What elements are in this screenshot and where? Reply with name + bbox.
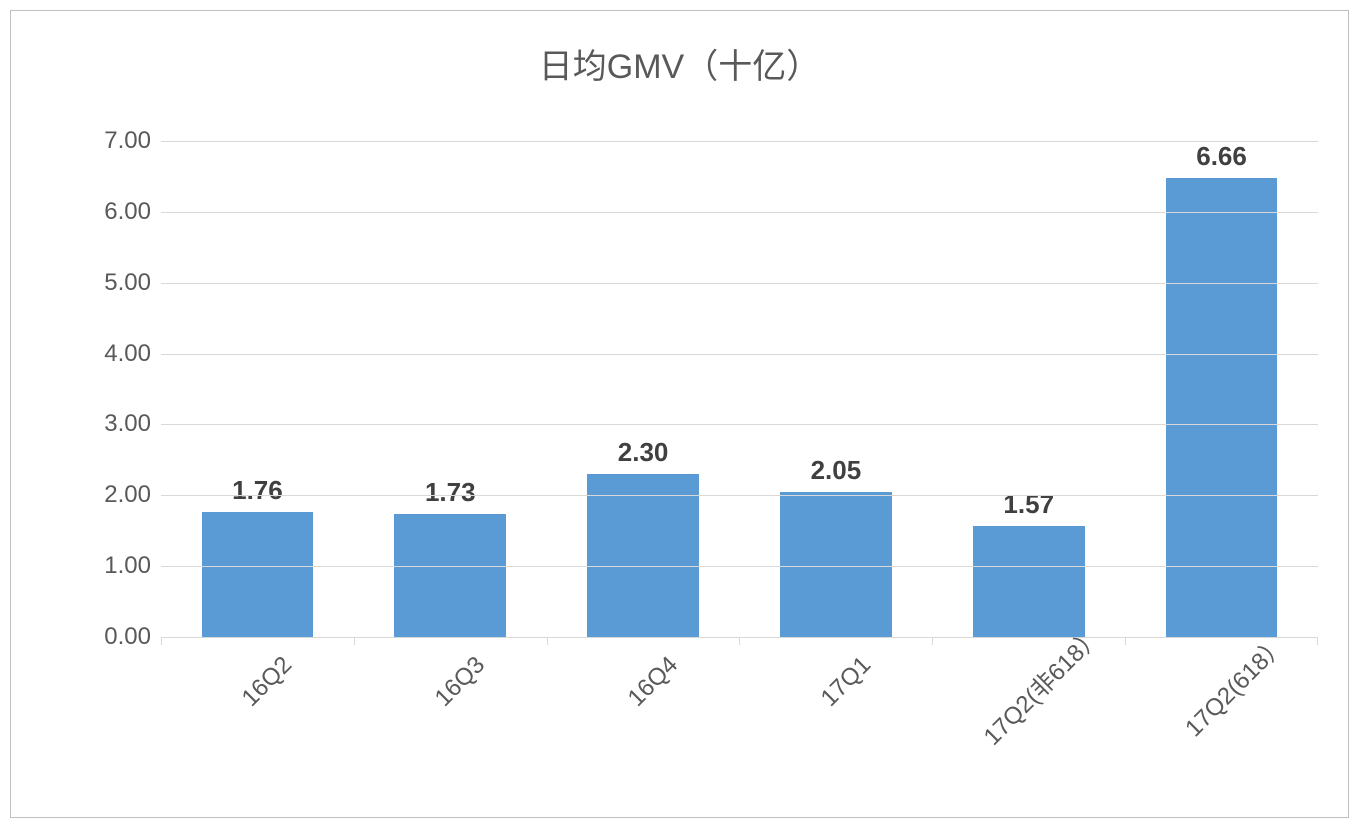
x-axis-label: 17Q1 bbox=[815, 651, 876, 712]
x-axis-label: 16Q2 bbox=[237, 651, 298, 712]
y-axis-label: 6.00 bbox=[104, 198, 151, 226]
bar-value-label: 6.66 bbox=[1196, 141, 1247, 172]
x-label-slot: 16Q4 bbox=[547, 637, 740, 807]
plot-area: 1.761.732.302.051.576.66 0.001.002.003.0… bbox=[71, 141, 1318, 637]
bar-slot: 1.57 bbox=[932, 141, 1125, 637]
gridline bbox=[161, 141, 1318, 142]
gridline bbox=[161, 566, 1318, 567]
y-axis-label: 0.00 bbox=[104, 623, 151, 651]
bar bbox=[394, 514, 506, 637]
y-axis-label: 7.00 bbox=[104, 127, 151, 155]
bar-slot: 6.66 bbox=[1125, 141, 1318, 637]
bar-value-label: 1.57 bbox=[1003, 489, 1054, 520]
bar bbox=[587, 474, 699, 637]
bar-value-label: 2.05 bbox=[811, 455, 862, 486]
plot-wrapper: 1.761.732.302.051.576.66 0.001.002.003.0… bbox=[71, 141, 1318, 637]
x-axis-label: 17Q2(618） bbox=[1175, 626, 1292, 743]
x-axis-label: 16Q3 bbox=[429, 651, 490, 712]
x-label-slot: 16Q3 bbox=[354, 637, 547, 807]
x-label-slot: 17Q2(非618） bbox=[932, 637, 1125, 807]
gridline bbox=[161, 424, 1318, 425]
gridline bbox=[161, 212, 1318, 213]
bar-value-label: 1.73 bbox=[425, 477, 476, 508]
bar-value-label: 2.30 bbox=[618, 437, 669, 468]
x-axis-label: 16Q4 bbox=[622, 651, 683, 712]
x-label-slot: 17Q2(618） bbox=[1125, 637, 1318, 807]
x-label-slot: 17Q1 bbox=[739, 637, 932, 807]
chart-container: 日均GMV（十亿） 1.76 1.73 2.30 2.05 1.57 6.66 0.00 1… bbox=[10, 10, 1349, 818]
y-axis-label: 1.00 bbox=[104, 552, 151, 580]
y-axis-label: 3.00 bbox=[104, 410, 151, 438]
bars-area: 1.76 1.73 2.30 2.05 1.57 6.66 bbox=[161, 141, 1318, 637]
bar-slot: 2.30 bbox=[547, 141, 740, 637]
gridline bbox=[161, 495, 1318, 496]
bar-value-label: 1.76 bbox=[232, 475, 283, 506]
y-axis-label: 2.00 bbox=[104, 481, 151, 509]
bar bbox=[202, 512, 314, 637]
gridline bbox=[161, 354, 1318, 355]
bar-slot: 2.05 bbox=[739, 141, 932, 637]
x-label-slot: 16Q2 bbox=[161, 637, 354, 807]
bar bbox=[1166, 178, 1278, 637]
x-axis-label: 17Q2(非618） bbox=[974, 617, 1108, 751]
gridline bbox=[161, 283, 1318, 284]
bar-slot: 1.76 bbox=[161, 141, 354, 637]
bar-slot: 1.73 bbox=[354, 141, 547, 637]
bar bbox=[780, 492, 892, 637]
y-axis-label: 4.00 bbox=[104, 340, 151, 368]
x-axis-labels: 16Q2 16Q3 16Q4 17Q1 17Q2(非618）17Q2(618） bbox=[161, 637, 1318, 807]
bar bbox=[973, 526, 1085, 637]
chart-title: 日均GMV（十亿） bbox=[11, 11, 1348, 98]
y-axis-label: 5.00 bbox=[104, 269, 151, 297]
